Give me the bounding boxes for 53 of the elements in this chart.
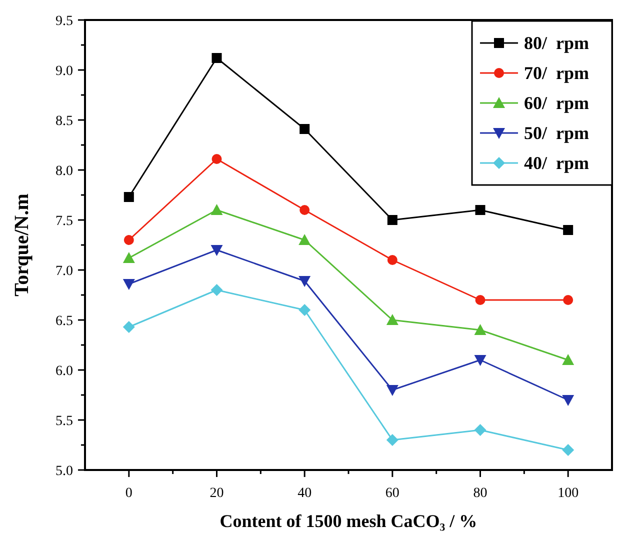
point: [386, 385, 398, 396]
y-tick-label: 7.0: [56, 264, 73, 279]
point: [563, 225, 574, 235]
point: [562, 444, 574, 456]
point: [298, 304, 311, 316]
x-tick-label: 80: [473, 486, 488, 501]
point: [298, 276, 311, 287]
x-tick-label: 20: [210, 486, 224, 501]
y-tick-label: 8.0: [56, 164, 73, 179]
point: [474, 324, 486, 335]
point: [386, 314, 398, 325]
point: [475, 295, 486, 305]
point: [124, 192, 134, 202]
y-tick-label: 5.0: [56, 464, 73, 479]
legend-label: 80/ rpm: [524, 33, 589, 53]
point: [474, 355, 486, 366]
point: [210, 245, 223, 256]
point: [387, 215, 398, 225]
y-tick-label: 9.5: [56, 14, 73, 29]
point: [122, 321, 135, 333]
point: [122, 279, 135, 290]
point: [562, 354, 574, 365]
point: [212, 154, 222, 164]
point: [300, 124, 310, 134]
y-tick-label: 6.0: [56, 364, 73, 379]
point: [122, 252, 135, 263]
point: [300, 205, 310, 215]
point: [386, 434, 398, 446]
point: [210, 204, 223, 215]
point: [298, 234, 311, 245]
point: [210, 284, 223, 296]
y-axis-title: Torque/N.m: [11, 193, 33, 296]
point: [474, 424, 486, 436]
legend-label: 70/ rpm: [524, 63, 589, 83]
point: [387, 255, 398, 265]
legend-label: 50/ rpm: [524, 123, 589, 143]
point: [475, 205, 486, 215]
x-tick-label: 100: [558, 486, 579, 501]
x-tick-label: 0: [125, 486, 132, 501]
y-tick-label: 7.5: [56, 214, 73, 229]
legend-label: 60/ rpm: [524, 93, 589, 113]
point: [212, 53, 222, 63]
x-tick-label: 60: [385, 486, 400, 501]
y-tick-label: 8.5: [56, 114, 73, 129]
point: [563, 295, 574, 305]
y-tick-label: 5.5: [56, 414, 73, 429]
x-tick-label: 40: [298, 486, 312, 501]
x-axis-title: Content of 1500 mesh CaCO₃ / %: [220, 511, 478, 531]
point: [562, 395, 574, 406]
legend-label: 40/ rpm: [524, 153, 589, 173]
y-tick-label: 9.0: [56, 64, 73, 79]
point: [124, 235, 134, 245]
y-tick-label: 6.5: [56, 314, 73, 329]
